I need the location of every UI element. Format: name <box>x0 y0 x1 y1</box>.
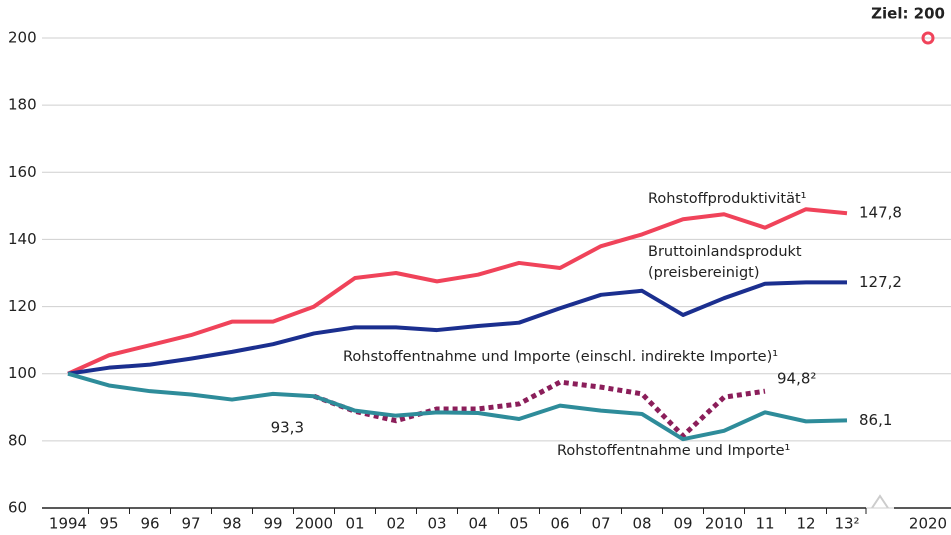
y-tick-label: 60 <box>8 499 27 517</box>
value-label: 94,8² <box>777 370 816 388</box>
x-tick-label: 95 <box>99 515 118 533</box>
x-tick-label: 07 <box>591 515 610 533</box>
series-line <box>313 379 766 439</box>
y-tick-label: 180 <box>8 96 37 114</box>
x-tick-label: 08 <box>632 515 651 533</box>
x-tick-label: 02 <box>386 515 405 533</box>
x-tick-label: 12 <box>796 515 815 533</box>
x-tick-label: 99 <box>263 515 282 533</box>
x-tick-label: 13² <box>834 515 859 533</box>
x-tick-label: 1994 <box>49 515 87 533</box>
series-line <box>67 207 848 376</box>
y-tick-label: 160 <box>8 163 37 181</box>
y-tick-label: 100 <box>8 364 37 382</box>
x-tick-label: 06 <box>550 515 569 533</box>
x-tick-label: 2000 <box>295 515 333 533</box>
series-label: Bruttoinlandsprodukt (preisbereinigt) <box>648 244 802 281</box>
y-tick-label: 140 <box>8 230 37 248</box>
x-tick-label: 97 <box>181 515 200 533</box>
x-tick-label: 03 <box>427 515 446 533</box>
x-tick-label: 09 <box>673 515 692 533</box>
x-tick-label: 98 <box>222 515 241 533</box>
x-tick-label: 05 <box>509 515 528 533</box>
value-label: 93,3 <box>271 419 304 437</box>
target-marker <box>921 31 935 45</box>
x-tick-label: 2020 <box>909 515 947 533</box>
x-tick-label: 96 <box>140 515 159 533</box>
x-tick-label: 04 <box>468 515 487 533</box>
value-label: 127,2 <box>859 273 902 291</box>
axis-break <box>871 494 889 509</box>
series-label: Rohstoffentnahme und Importe¹ <box>557 443 791 459</box>
x-tick-label: 11 <box>755 515 774 533</box>
value-label: 86,1 <box>859 411 892 429</box>
target-label: Ziel: 200 <box>871 5 945 23</box>
value-label: 147,8 <box>859 204 902 222</box>
y-tick-label: 200 <box>8 29 37 47</box>
x-tick-label: 2010 <box>705 515 743 533</box>
series-line <box>67 371 848 442</box>
series-label: Rohstoffproduktivität¹ <box>648 191 807 207</box>
y-tick-label: 120 <box>8 297 37 315</box>
series-label: Rohstoffentnahme und Importe (einschl. i… <box>343 349 779 365</box>
y-tick-label: 80 <box>8 431 27 449</box>
x-tick-label: 01 <box>345 515 364 533</box>
series-line <box>67 280 847 376</box>
